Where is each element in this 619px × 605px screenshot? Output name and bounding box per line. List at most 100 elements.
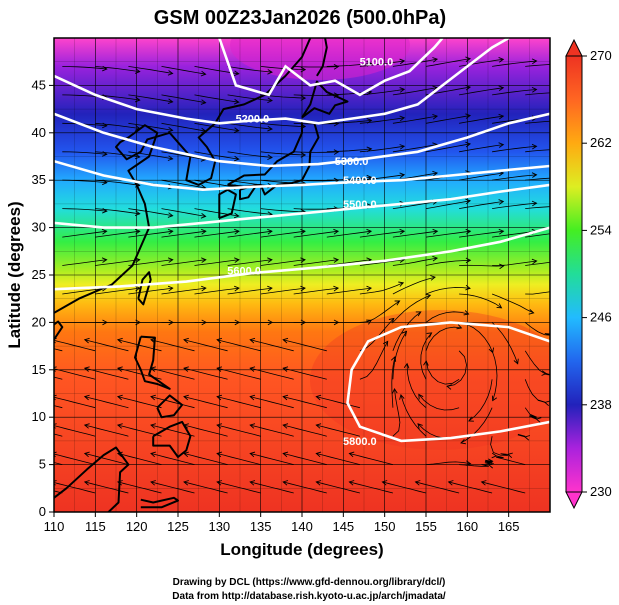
streamline [194,179,239,188]
streamline [524,350,550,376]
streamline [84,339,129,352]
streamline [161,287,206,295]
coastline [137,271,152,306]
streamline [524,379,546,403]
streamline-arrow [167,212,174,218]
streamline-arrow [167,98,174,105]
y-axis-ticks: 0 5 10 15 20 25 30 35 40 45 [32,77,54,519]
streamline-arrow [249,337,256,344]
streamline [260,259,306,266]
streamline [260,287,306,295]
streamline [95,287,140,295]
streamline [128,287,173,295]
streamline-arrow [447,480,454,486]
streamline [459,201,504,209]
streamline-arrow [183,366,189,372]
streamline [216,481,261,494]
streamline-arrow [201,257,207,263]
streamline-arrow [116,366,123,372]
streamline-arrow [498,228,505,235]
streamline-arrow [531,143,538,150]
streamline [150,424,195,437]
streamline-arrow [399,58,406,65]
streamline-arrow [513,358,519,365]
colorbar: 230 238 246 254 262 270 [565,38,612,510]
streamline-arrow [366,228,373,235]
streamline [227,208,273,215]
coastline [134,335,171,390]
streamline-arrow [19,395,24,400]
streamline [448,481,493,494]
colorbar-tick-label: 270 [590,48,612,63]
streamline [392,257,438,266]
streamline-arrow [498,56,505,63]
streamline-arrow [399,144,406,150]
streamline-arrow [399,87,406,93]
streamline [359,300,400,323]
streamline-arrow [432,113,439,120]
streamline [418,394,460,411]
streamline [459,58,504,67]
streamline [391,356,396,408]
height-contour-line [54,112,550,168]
streamline [392,230,438,238]
x-tick-label: 120 [126,519,148,534]
streamline-arrow [233,155,240,162]
streamline-arrow [101,257,108,263]
streamline [525,149,550,153]
y-tick-label: 35 [32,172,46,187]
streamline [95,94,140,101]
streamline [425,311,469,323]
streamline [95,259,140,266]
streamline [161,122,206,132]
streamline-arrow [333,63,340,70]
streamline [62,208,107,212]
streamline [62,66,107,70]
streamline-arrow [403,362,410,369]
streamline [459,115,504,124]
streamline [117,481,162,494]
streamline [84,453,129,465]
streamline-arrow [267,257,273,263]
streamline-arrow [167,257,174,263]
colorbar-tick-label: 238 [590,397,612,412]
streamline-arrow [333,149,340,155]
streamline-arrow [200,70,207,77]
streamline-arrow [282,423,289,429]
credit-data: Data from http://database.rish.kyoto-u.a… [172,591,446,602]
coastline [316,38,328,77]
streamline [316,481,360,494]
coastline [227,119,320,196]
streamline [117,453,162,465]
streamline [84,481,129,494]
y-axis-label: Latitude (degrees) [5,201,24,348]
streamline-arrow [414,480,421,486]
streamline-arrow [432,57,439,63]
streamline-arrow [267,69,273,75]
streamline [525,261,550,266]
streamline-arrow [531,172,538,178]
streamline-arrow [394,300,401,306]
streamline-arrow [83,337,90,344]
streamline [227,151,273,158]
streamline-arrow [535,417,542,423]
streamline-arrow [150,423,156,429]
streamline [525,177,550,181]
streamline [183,424,228,437]
streamline-arrow [399,115,406,122]
streamline [392,331,407,380]
streamline [468,379,493,422]
height-contour-line [54,226,550,291]
streamline [260,151,306,156]
streamline-arrow [468,416,474,422]
streamline [525,233,550,238]
streamline-arrow [460,438,466,445]
coastline [140,496,179,509]
streamline-arrow [315,423,322,429]
streamline-arrow [19,452,24,457]
streamline [150,339,195,352]
streamline-arrow [267,125,273,132]
streamline [227,66,273,73]
streamline [260,122,306,127]
